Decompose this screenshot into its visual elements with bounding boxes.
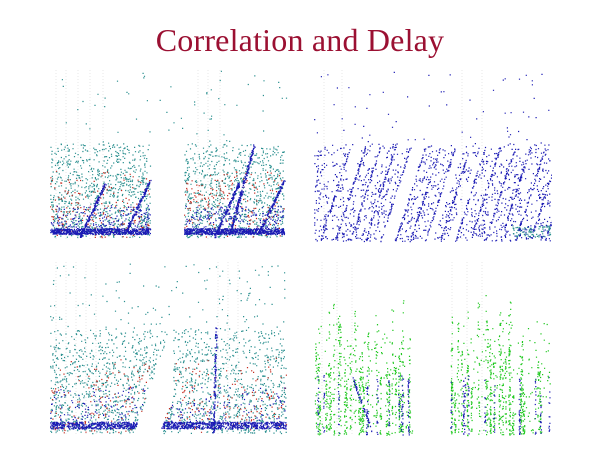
spike-dots-green — [315, 300, 411, 436]
diagonal-streak — [350, 147, 381, 241]
sparse-dots — [314, 71, 550, 145]
chart-title: Correlation and Delay — [155, 22, 445, 58]
diagonal-streak — [228, 144, 256, 236]
diagonal-streak — [409, 148, 441, 243]
diagonal-streak — [530, 174, 552, 239]
diagonal-streak — [455, 146, 487, 242]
diagonal-streak — [380, 147, 412, 243]
baseline-band — [50, 421, 287, 430]
diagonal-streak — [424, 148, 456, 242]
spike-dots-green — [450, 295, 542, 437]
scatter-panel-top-left — [50, 70, 288, 240]
sparse-dots — [61, 70, 288, 144]
diagonal-streak — [214, 182, 241, 239]
diagonal-streak — [79, 183, 107, 238]
diagonal-streak — [500, 146, 532, 241]
diagonal-streak — [335, 147, 367, 240]
baseline-band — [50, 228, 152, 236]
streak-dots-blue — [314, 143, 551, 243]
diagonal-streak — [485, 148, 517, 241]
diagonal-streak — [544, 220, 552, 241]
diagonal-streak — [124, 179, 152, 234]
noise-dots-teal — [512, 225, 552, 238]
diagonal-streak — [441, 155, 469, 239]
diagonal-streak — [365, 146, 397, 242]
scatter-panel-bottom-right — [314, 262, 551, 437]
noise-dots-green — [451, 320, 551, 434]
noise-dots-teal — [184, 143, 285, 239]
noise-dots-teal — [50, 143, 152, 238]
sparse-dots — [50, 263, 286, 328]
noise-dots-blue — [50, 387, 286, 426]
scatter-panel-bottom-left — [50, 262, 288, 435]
diagonal-streak — [514, 148, 546, 241]
vertical-streak — [212, 327, 218, 434]
scatter-panel-top-right — [314, 70, 552, 243]
diagonal-streak — [352, 377, 373, 433]
diagonal-streak — [471, 147, 502, 238]
diagonal-streak — [394, 148, 427, 242]
diagonal-streak — [258, 180, 286, 235]
